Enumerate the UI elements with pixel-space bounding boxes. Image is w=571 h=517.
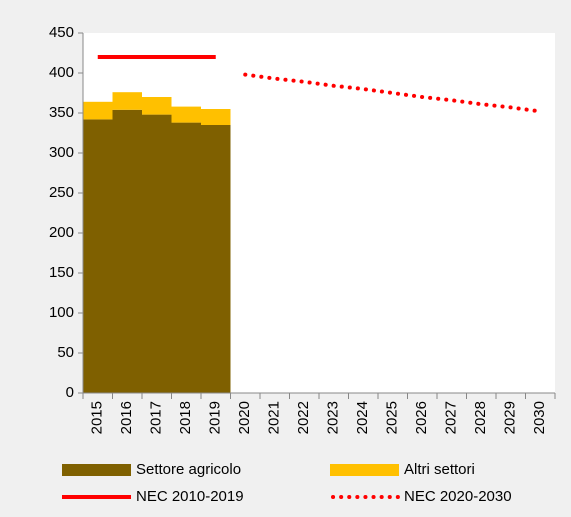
x-tick-label: 2017 [148,401,165,434]
bar [142,97,172,115]
line-series [243,72,543,114]
y-tick-label: 0 [66,384,74,401]
legend-label: NEC 2020-2030 [404,488,512,505]
y-tick-label: 450 [49,24,74,41]
y-tick-label: 200 [49,224,74,241]
x-tick-label: 2029 [502,401,519,434]
y-tick-label: 350 [49,104,74,121]
x-tick-label: 2016 [118,401,135,434]
y-tick-label: 50 [57,344,74,361]
bar [171,122,201,393]
x-tick-label: 2019 [207,401,224,434]
legend-label: Settore agricolo [136,461,241,478]
x-tick-label: 2023 [325,401,342,434]
x-tick-label: 2027 [443,401,460,434]
y-tick-label: 100 [49,304,74,321]
x-tick-label: 2020 [236,401,253,434]
bar [171,106,201,123]
x-tick-label: 2018 [177,401,194,434]
y-tick-label: 300 [49,144,74,161]
x-tick-label: 2024 [354,401,371,434]
x-tick-label: 2025 [384,401,401,434]
bar [201,109,231,125]
legend-swatch [62,464,131,476]
x-tick-label: 2028 [472,401,489,434]
legend-label: NEC 2010-2019 [136,488,244,505]
x-tick-label: 2021 [266,401,283,434]
legend-label: Altri settori [404,461,475,478]
bar [201,125,231,393]
bar [112,109,142,394]
x-tick-label: 2030 [531,401,548,434]
y-tick-label: 150 [49,264,74,281]
x-tick-label: 2022 [295,401,312,434]
y-tick-label: 400 [49,64,74,81]
legend-swatch [330,464,399,476]
x-tick-label: 2026 [413,401,430,434]
x-tick-label: 2015 [89,401,106,434]
bar [83,119,113,394]
bar [83,101,113,120]
y-tick-label: 250 [49,184,74,201]
bar [142,114,172,393]
bar [112,92,142,110]
